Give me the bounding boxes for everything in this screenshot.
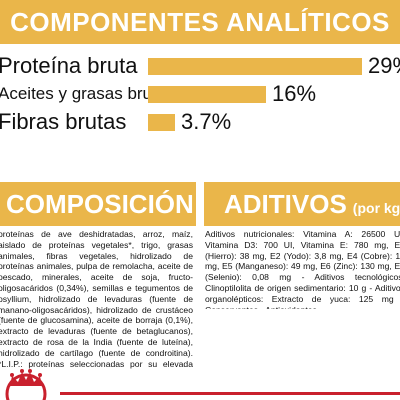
analytic-row-fats: Aceites y grasas brutos 16%	[0, 81, 400, 107]
royal-canin-crown-logo	[5, 369, 47, 400]
composition-text: proteínas de ave deshidratadas, arroz, m…	[0, 229, 193, 369]
analytic-value: 3.7%	[181, 109, 232, 134]
analytic-row-protein: Proteína bruta 29%	[0, 53, 400, 79]
analytic-label: Fibras brutas	[0, 109, 127, 134]
analytic-row-fiber: Fibras brutas 3.7%	[0, 109, 400, 135]
analytic-bar-protein	[148, 58, 362, 75]
analytic-components-title: COMPONENTES ANALÍTICOS	[10, 6, 390, 37]
composition-title: COMPOSICIÓN	[6, 188, 194, 219]
analytic-value: 16%	[272, 81, 317, 106]
composition-header: COMPOSICIÓN	[0, 182, 196, 226]
additives-subtitle: (por kg)	[352, 200, 400, 216]
additives-title: ADITIVOS	[224, 188, 347, 219]
additives-header: ADITIVOS (por kg)	[204, 182, 400, 226]
analytic-bar-fats	[148, 86, 266, 103]
footer-rule	[60, 392, 400, 395]
analytic-components-banner: COMPONENTES ANALÍTICOS	[0, 0, 400, 44]
analytic-bar-fiber	[148, 114, 175, 131]
additives-text: Aditivos nutricionales: Vitamina A: 2650…	[205, 229, 400, 309]
crown-ring	[5, 373, 47, 400]
analytic-value: 29%	[368, 53, 400, 78]
analytic-label: Proteína bruta	[0, 53, 138, 78]
crown-icon	[10, 372, 42, 386]
analytic-label: Aceites y grasas brutos	[0, 84, 175, 103]
